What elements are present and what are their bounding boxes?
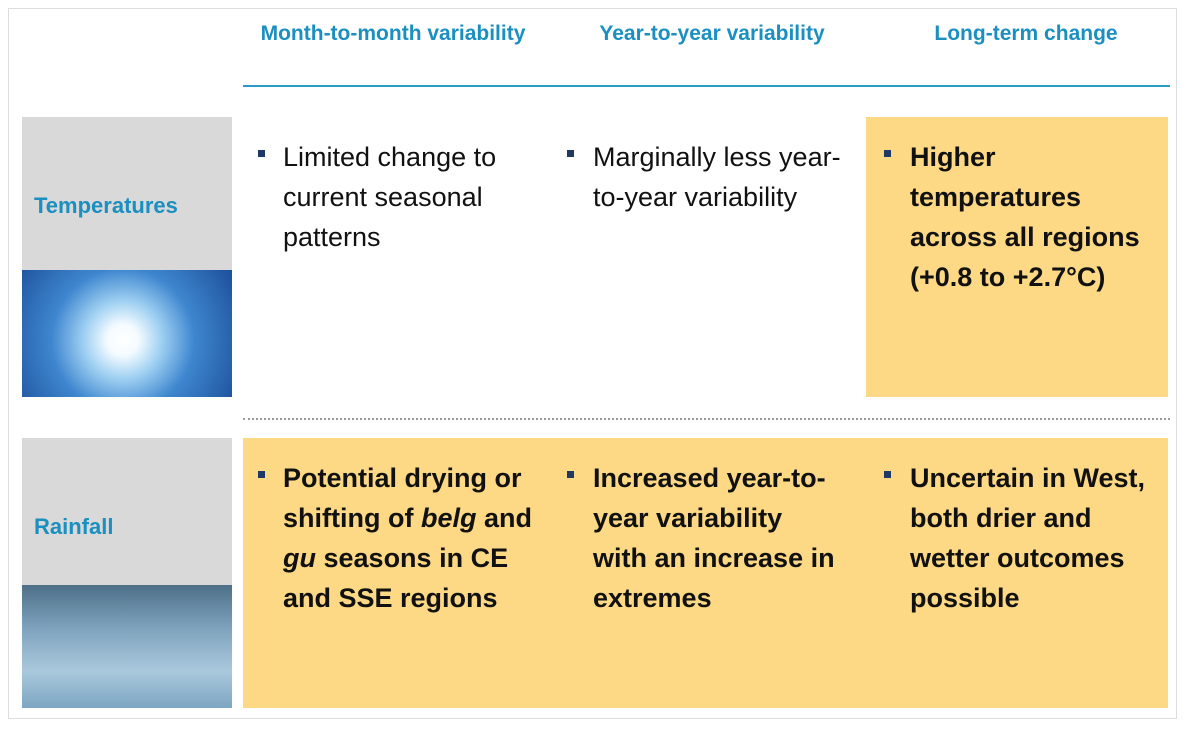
text-run: and	[476, 503, 532, 533]
text-run: Marginally less year-to-year variability	[593, 142, 841, 212]
bullet	[258, 150, 265, 157]
header-rule	[243, 85, 1170, 87]
cell-text: Marginally less year-to-year variability	[593, 137, 843, 217]
highlight	[555, 438, 866, 708]
column-header: Year-to-year variability	[599, 22, 825, 45]
highlight	[866, 117, 1168, 397]
cell-text: Potential drying or shifting of belg and…	[283, 458, 541, 618]
cell-text: Limited change to current seasonal patte…	[283, 137, 541, 257]
column-header: Long-term change	[934, 22, 1118, 45]
text-run: Potential drying or shifting of	[283, 463, 522, 533]
text-run: belg	[420, 503, 477, 533]
cell-text: Increased year-to-year variability with …	[593, 458, 843, 618]
text-run: gu	[283, 543, 316, 573]
highlight	[866, 438, 1168, 708]
row-separator	[243, 418, 1170, 420]
bullet	[567, 150, 574, 157]
cell-text: Higher temperatures across all regions (…	[910, 137, 1160, 297]
bullet	[884, 471, 891, 478]
text-run: Higher temperatures across all regions (…	[910, 142, 1140, 292]
bullet	[567, 471, 574, 478]
label-panel	[22, 438, 232, 585]
bullet	[258, 471, 265, 478]
label-panel	[22, 117, 232, 270]
column-header: Month-to-month variability	[260, 22, 526, 45]
sun-image	[22, 270, 232, 397]
cell-text: Uncertain in West, both drier and wetter…	[910, 458, 1160, 618]
text-run: seasons in CE and SSE regions	[283, 543, 509, 613]
text-run: Limited change to current seasonal patte…	[283, 142, 497, 252]
bullet	[884, 150, 891, 157]
row-label: Temperatures	[34, 193, 178, 218]
row-label: Rainfall	[34, 514, 114, 539]
frame	[8, 8, 1177, 719]
text-run: Uncertain in West, both drier and wetter…	[910, 463, 1146, 613]
text-run: Increased year-to-year variability with …	[593, 463, 835, 613]
rain-image	[22, 585, 232, 708]
highlight	[243, 438, 555, 708]
